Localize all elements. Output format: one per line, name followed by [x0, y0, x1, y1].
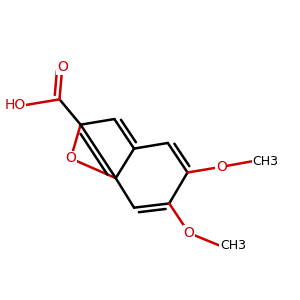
Text: O: O: [184, 226, 194, 240]
Text: O: O: [57, 60, 68, 74]
Text: CH3: CH3: [252, 155, 278, 168]
Text: CH3: CH3: [220, 239, 246, 252]
Text: O: O: [65, 152, 76, 165]
Text: HO: HO: [4, 98, 26, 112]
Text: O: O: [216, 160, 227, 174]
